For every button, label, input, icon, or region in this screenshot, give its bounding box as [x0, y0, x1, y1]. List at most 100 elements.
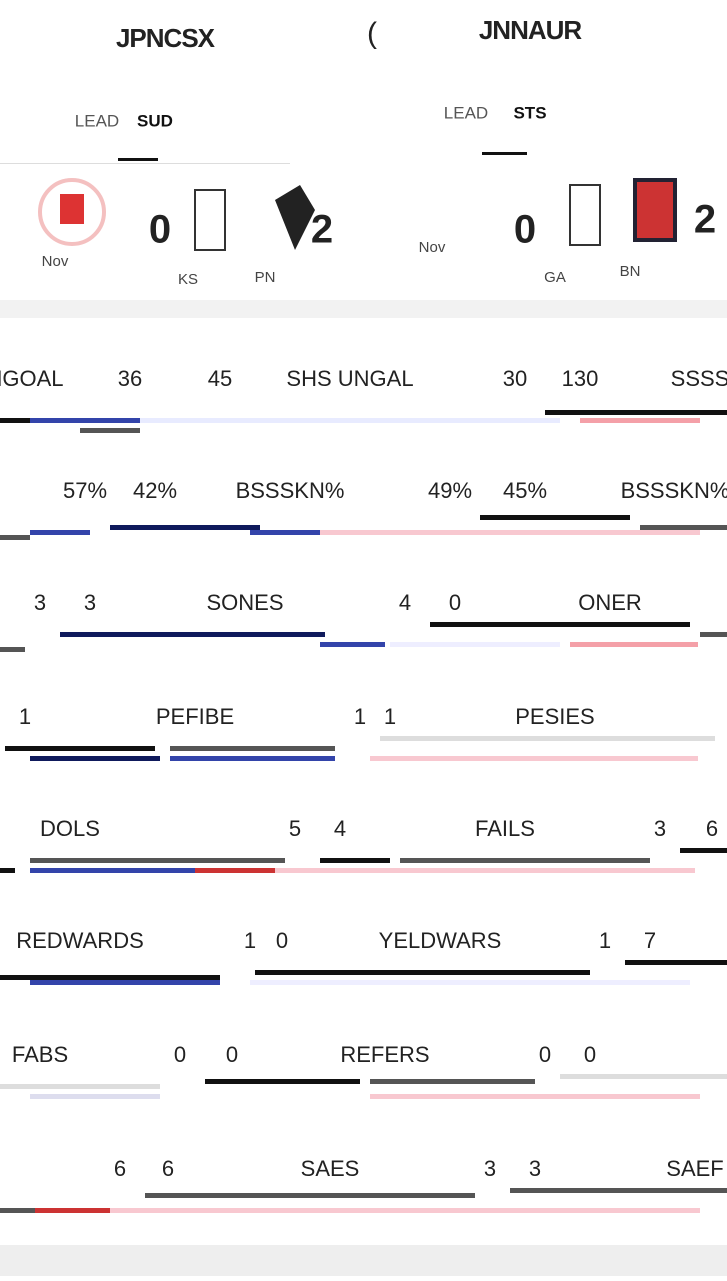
stat-bar: [30, 1094, 160, 1099]
stat-text: FAILS: [475, 816, 535, 841]
stat-bar: [560, 1074, 727, 1079]
stat-bar: [250, 530, 320, 535]
stat-bar: [5, 746, 155, 751]
team-name: KS: [178, 271, 198, 288]
stat-text: DOLS: [40, 816, 100, 841]
team-name: BN: [620, 263, 641, 280]
tab-indicator: [482, 152, 527, 155]
stat-bar: [370, 756, 698, 761]
back-icon[interactable]: (: [367, 17, 377, 50]
score: 2: [694, 198, 716, 242]
stat-bar: [700, 632, 727, 637]
tab[interactable]: LEAD: [444, 103, 488, 122]
tab[interactable]: STS: [513, 103, 546, 122]
stat-text: 0: [584, 1042, 596, 1067]
stat-text: 3: [84, 590, 96, 615]
stat-bar: [30, 868, 195, 873]
stat-bar: [30, 756, 160, 761]
stat-text: 6: [706, 816, 718, 841]
stat-text: 6: [162, 1156, 174, 1181]
team-logo: [633, 178, 677, 242]
team-logo: [275, 185, 315, 250]
stat-bar: [30, 418, 140, 423]
score: 2: [311, 208, 333, 252]
stat-text: 4: [334, 816, 346, 841]
team-name: GA: [544, 269, 566, 286]
stat-bar: [275, 868, 695, 873]
tab-indicator: [118, 158, 158, 161]
stat-bar: [390, 642, 560, 647]
stat-text: 49%: [428, 478, 472, 503]
divider: [0, 300, 727, 318]
stat-bar: [640, 525, 727, 530]
stat-bar: [545, 410, 727, 415]
stat-text: PEFIBE: [156, 704, 234, 729]
stat-text: 4: [399, 590, 411, 615]
stat-text: REFERS: [340, 1042, 429, 1067]
stat-text: 5: [289, 816, 301, 841]
stat-bar: [110, 525, 260, 530]
stat-text: ONER: [578, 590, 642, 615]
stat-text: 57%: [63, 478, 107, 503]
tab[interactable]: SUD: [137, 111, 173, 130]
stat-text: SSSS: [671, 366, 727, 391]
stat-text: 30: [503, 366, 527, 391]
stat-text: REDWARDS: [16, 928, 144, 953]
match-note: Nov: [42, 253, 69, 270]
header-title: JPNCSX: [116, 23, 216, 53]
stat-text: BSSSKN%: [236, 478, 345, 503]
stat-text: BSSSKN%: [621, 478, 727, 503]
stat-text: YELDWARS: [379, 928, 502, 953]
stat-bar: [140, 418, 560, 423]
stat-text: 1: [19, 704, 31, 729]
stat-bar: [680, 848, 727, 853]
stat-bar: [170, 756, 335, 761]
stat-bar: [250, 980, 690, 985]
stat-text: SONES: [206, 590, 283, 615]
stat-bar: [320, 858, 390, 863]
stat-text: 3: [34, 590, 46, 615]
stat-bar: [30, 858, 285, 863]
stat-bar: [195, 868, 275, 873]
stat-bar: [320, 642, 385, 647]
stat-text: 45: [208, 366, 232, 391]
footer-band: [0, 1245, 727, 1276]
stat-bar: [30, 980, 220, 985]
stat-text: 3: [529, 1156, 541, 1181]
stat-bar: [400, 858, 650, 863]
stat-text: 1: [384, 704, 396, 729]
stat-bar: [0, 975, 220, 980]
stat-bar: [80, 428, 140, 433]
stat-bar: [430, 622, 690, 627]
score: 0: [514, 208, 536, 252]
stat-text: SHS UNGAL: [286, 366, 413, 391]
stat-text: 0: [539, 1042, 551, 1067]
stat-bar: [370, 1094, 700, 1099]
stat-text: 1: [354, 704, 366, 729]
stat-bar: [110, 1208, 700, 1213]
stat-text: SAEF: [666, 1156, 723, 1181]
stat-text: 0: [449, 590, 461, 615]
team-logo: [569, 184, 601, 246]
tab[interactable]: LEAD: [75, 111, 119, 130]
stat-bar: [570, 642, 698, 647]
stat-bar: [255, 970, 590, 975]
stat-bar: [170, 746, 335, 751]
stat-bar: [0, 647, 25, 652]
stat-text: 7: [644, 928, 656, 953]
stat-bar: [205, 1079, 360, 1084]
stat-bar: [370, 1079, 535, 1084]
stat-bar: [0, 1208, 35, 1213]
team-logo: [194, 189, 226, 251]
stat-bar: [60, 632, 325, 637]
stat-bar: [35, 1208, 110, 1213]
header-title: JNNAUR: [479, 15, 583, 45]
stat-text: FABS: [12, 1042, 68, 1067]
stat-bar: [510, 1188, 727, 1193]
stat-text: PESIES: [515, 704, 594, 729]
stat-bar: [320, 530, 700, 535]
stat-text: 0: [174, 1042, 186, 1067]
